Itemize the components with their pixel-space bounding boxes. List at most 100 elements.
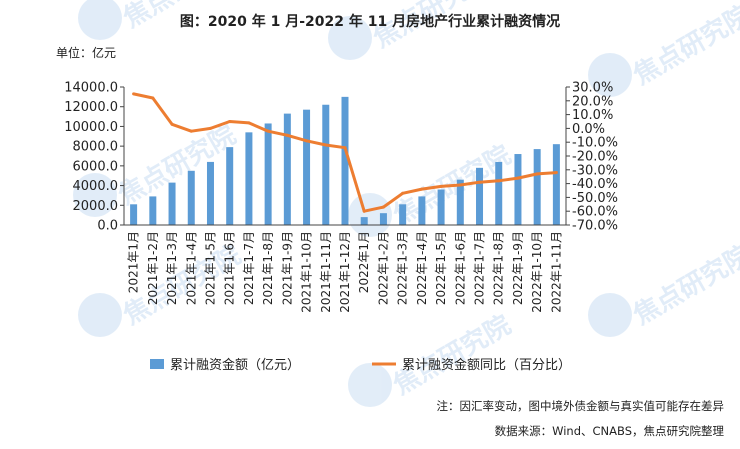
left-tick-label: 8000.0 — [73, 140, 119, 155]
x-tick-label: 2021年1月 — [127, 231, 141, 293]
line-point — [401, 191, 405, 195]
bar — [168, 182, 176, 225]
line-point — [132, 92, 136, 96]
bar — [130, 204, 138, 225]
x-axis: 2021年1月 2021年1-2月 2021年1-3月 2021年1-4月 2021年1… — [124, 224, 566, 313]
x-tick-label: 2022年1-7月 — [473, 231, 487, 305]
right-tick-label: -10.0% — [572, 136, 618, 151]
line-point — [343, 146, 347, 150]
x-tick-label: 2021年1-12月 — [338, 231, 352, 313]
bar — [226, 147, 234, 225]
line-point — [516, 176, 520, 180]
note-text: 注：因汇率变动，图中境外债金额与真实值可能存在差异 — [437, 399, 725, 413]
watermark-text: 焦点研究院 — [628, 239, 740, 331]
bar — [149, 196, 157, 225]
line-point — [439, 184, 443, 188]
left-y-axis: 0.0 2000.0 4000.0 6000.0 8000.0 10000.0 12000.… — [64, 81, 125, 234]
line-point — [170, 122, 174, 126]
line-point — [285, 133, 289, 137]
bar — [399, 204, 407, 225]
bar — [360, 217, 368, 225]
watermark-text: 焦点研究院 — [628, 0, 740, 91]
bar — [303, 109, 311, 225]
bar — [264, 123, 272, 225]
bar — [533, 149, 541, 225]
right-tick-label: 10.0% — [572, 108, 613, 123]
line-point — [381, 205, 385, 209]
bar — [514, 154, 522, 225]
right-tick-label: -30.0% — [572, 163, 618, 178]
left-tick-label: 0.0 — [97, 219, 118, 234]
bar — [379, 213, 387, 225]
line-point — [247, 121, 251, 125]
watermark-mark: 焦点研究院 — [328, 0, 496, 60]
bar — [552, 144, 560, 225]
x-tick-label: 2022年1-4月 — [415, 231, 429, 305]
bar — [206, 161, 214, 225]
x-tick-label: 2021年1-9月 — [280, 231, 294, 305]
legend-bar-swatch — [150, 359, 164, 369]
bar-series — [130, 96, 560, 225]
x-tick-label: 2021年1-5月 — [203, 231, 217, 305]
x-tick-label: 2021年1-4月 — [184, 231, 198, 305]
x-tick-label: 2022年1-9月 — [511, 231, 525, 305]
left-tick-label: 10000.0 — [64, 120, 118, 135]
bar — [187, 170, 195, 225]
line-point — [324, 143, 328, 147]
x-tick-label: 2021年1-11月 — [319, 231, 333, 313]
line-point — [497, 179, 501, 183]
right-tick-label: -60.0% — [572, 205, 618, 220]
bar — [437, 189, 445, 225]
right-tick-label: 20.0% — [572, 94, 613, 109]
watermark-text: 焦点研究院 — [388, 309, 516, 401]
line-point — [228, 120, 232, 123]
line-series — [132, 92, 558, 213]
x-tick-label: 2022年1-8月 — [492, 231, 506, 305]
line-point — [151, 96, 155, 100]
line-point — [478, 180, 482, 184]
line-point — [189, 129, 193, 133]
x-tick-label: 2022年1-6月 — [453, 231, 467, 305]
watermark-mark: 焦点研究院 — [588, 239, 740, 337]
left-tick-label: 2000.0 — [73, 199, 119, 214]
line-point — [458, 183, 462, 187]
right-y-axis: -70.0%-60.0%-50.0%-40.0%-30.0%-20.0%-10.… — [565, 81, 618, 234]
right-tick-label: -70.0% — [572, 219, 618, 234]
right-tick-label: -50.0% — [572, 191, 618, 206]
bar — [283, 113, 291, 225]
x-tick-label: 2022年1月 — [357, 231, 371, 293]
x-tick-label: 2022年1-2月 — [376, 231, 390, 305]
x-tick-label: 2022年1-5月 — [434, 231, 448, 305]
x-tick-label: 2022年1-10月 — [530, 231, 544, 313]
x-tick-label: 2021年1-10月 — [300, 231, 314, 313]
x-tick-label: 2021年1-6月 — [223, 231, 237, 305]
line-point — [420, 187, 424, 191]
x-tick-label: 2021年1-2月 — [146, 231, 160, 305]
left-tick-label: 4000.0 — [73, 179, 119, 194]
line-point — [266, 129, 270, 133]
bar — [476, 167, 484, 225]
left-tick-label: 14000.0 — [64, 81, 118, 96]
unit-label: 单位：亿元 — [56, 45, 116, 60]
legend-bar-label: 累计融资金额（亿元） — [170, 357, 300, 373]
bar — [245, 132, 253, 225]
line-point — [208, 126, 212, 130]
x-tick-label: 2022年1-3月 — [396, 231, 410, 305]
left-tick-label: 6000.0 — [73, 159, 119, 174]
bar — [418, 196, 426, 225]
bar — [341, 96, 349, 225]
right-tick-label: 0.0% — [572, 122, 605, 137]
chart-title: 图：2020 年 1 月-2022 年 11 月房地产行业累计融资情况 — [180, 13, 560, 30]
source-text: 数据来源：Wind、CNABS，焦点研究院整理 — [495, 424, 725, 438]
line-point — [305, 139, 309, 143]
x-tick-label: 2021年1-7月 — [242, 231, 256, 305]
left-tick-label: 12000.0 — [64, 100, 118, 115]
right-tick-label: -40.0% — [572, 177, 618, 192]
watermark-text: 焦点研究院 — [113, 119, 241, 211]
right-tick-label: 30.0% — [572, 81, 613, 96]
line-point — [535, 172, 539, 176]
line-point — [554, 171, 558, 175]
legend-line-label: 累计融资金额同比（百分比） — [402, 357, 571, 373]
bar — [322, 104, 330, 225]
